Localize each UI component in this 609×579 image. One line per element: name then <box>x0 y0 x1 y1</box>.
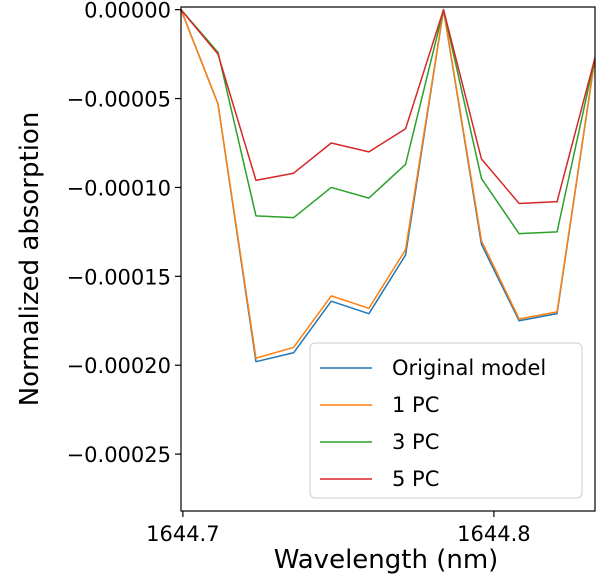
series-layer <box>181 8 595 363</box>
y-axis-label: Normalized absorption <box>15 112 45 407</box>
legend-box <box>309 342 583 499</box>
y-tick-label: 0.00000 <box>84 0 171 23</box>
ticks-layer: 0.00000 −0.00005 −0.00010 −0.00015 −0.00020 −… <box>67 0 531 546</box>
x-axis-label: Wavelength (nm) <box>274 545 499 575</box>
y-tick-label: −0.00015 <box>67 265 171 289</box>
series-line-1 <box>181 8 595 359</box>
plot-frame <box>180 6 596 512</box>
y-tick-label: −0.00025 <box>67 443 171 467</box>
y-tick-label: −0.00020 <box>67 354 171 378</box>
y-tick-label: −0.00010 <box>67 176 171 200</box>
y-tick-label: −0.00005 <box>67 88 171 112</box>
legend-label: 5 PC <box>392 467 439 491</box>
legend-label: Original model <box>392 356 546 380</box>
series-line-2 <box>181 8 595 235</box>
legend-label: 3 PC <box>392 430 439 454</box>
x-tick-label: 1644.7 <box>146 522 219 546</box>
series-line-0 <box>181 8 595 363</box>
series-line-3 <box>181 8 595 205</box>
legend-label: 1 PC <box>392 393 439 417</box>
legend: Original model 1 PC 3 PC 5 PC <box>309 342 583 499</box>
x-tick-label: 1644.8 <box>457 522 530 546</box>
